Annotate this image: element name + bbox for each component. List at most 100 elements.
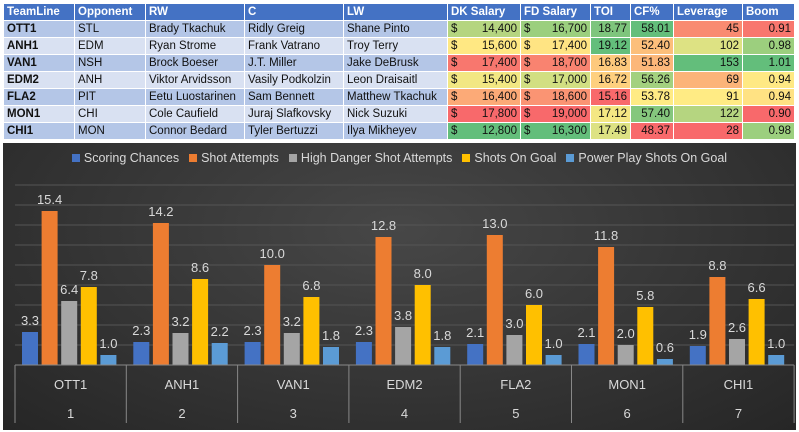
bar[interactable] bbox=[578, 344, 595, 365]
bar[interactable] bbox=[41, 211, 58, 365]
dk-salary-cell[interactable]: $17,800 bbox=[447, 105, 521, 123]
rw-cell[interactable]: Ryan Strome bbox=[145, 37, 245, 55]
teamline-cell[interactable]: CHI1 bbox=[3, 122, 75, 140]
toi-cell[interactable]: 17.12 bbox=[590, 105, 631, 123]
toi-cell[interactable]: 15.16 bbox=[590, 88, 631, 106]
toi-cell[interactable]: 16.83 bbox=[590, 54, 631, 72]
opponent-cell[interactable]: PIT bbox=[74, 88, 146, 106]
rw-cell[interactable]: Cole Caufield bbox=[145, 105, 245, 123]
boom-cell[interactable]: 0.90 bbox=[742, 105, 795, 123]
teamline-cell[interactable]: VAN1 bbox=[3, 54, 75, 72]
bar[interactable] bbox=[467, 344, 484, 365]
bar[interactable] bbox=[80, 287, 97, 365]
bar[interactable] bbox=[729, 339, 745, 365]
opponent-cell[interactable]: CHI bbox=[74, 105, 146, 123]
lw-cell[interactable]: Leon Draisaitl bbox=[343, 71, 448, 89]
dk-salary-cell[interactable]: $15,600 bbox=[447, 37, 521, 55]
bar[interactable] bbox=[656, 359, 673, 365]
teamline-cell[interactable]: MON1 bbox=[3, 105, 75, 123]
cf-cell[interactable]: 58.01 bbox=[630, 20, 674, 38]
column-header[interactable]: LW bbox=[343, 3, 448, 21]
bar[interactable] bbox=[506, 335, 523, 365]
lw-cell[interactable]: Nick Suzuki bbox=[343, 105, 448, 123]
bar[interactable] bbox=[545, 355, 562, 365]
boom-cell[interactable]: 0.91 bbox=[742, 20, 795, 38]
lw-cell[interactable]: Shane Pinto bbox=[343, 20, 448, 38]
toi-cell[interactable]: 16.72 bbox=[590, 71, 631, 89]
bar[interactable] bbox=[689, 346, 706, 365]
c-cell[interactable]: Frank Vatrano bbox=[244, 37, 344, 55]
boom-cell[interactable]: 1.01 bbox=[742, 54, 795, 72]
fd-salary-cell[interactable]: $18,700 bbox=[520, 54, 591, 72]
legend-item[interactable]: Shot Attempts bbox=[189, 151, 279, 165]
boom-cell[interactable]: 0.94 bbox=[742, 71, 795, 89]
teamline-cell[interactable]: EDM2 bbox=[3, 71, 75, 89]
dk-salary-cell[interactable]: $14,400 bbox=[447, 20, 521, 38]
leverage-cell[interactable]: 122 bbox=[673, 105, 743, 123]
fd-salary-cell[interactable]: $17,000 bbox=[520, 71, 591, 89]
fd-salary-cell[interactable]: $16,300 bbox=[520, 122, 591, 140]
boom-cell[interactable]: 0.94 bbox=[742, 88, 795, 106]
lw-cell[interactable]: Jake DeBrusk bbox=[343, 54, 448, 72]
opponent-cell[interactable]: MON bbox=[74, 122, 146, 140]
bar[interactable] bbox=[637, 307, 654, 365]
rw-cell[interactable]: Viktor Arvidsson bbox=[145, 71, 245, 89]
cf-cell[interactable]: 51.83 bbox=[630, 54, 674, 72]
column-header[interactable]: Boom bbox=[742, 3, 795, 21]
column-header[interactable]: Opponent bbox=[74, 3, 146, 21]
toi-cell[interactable]: 18.77 bbox=[590, 20, 631, 38]
legend-item[interactable]: High Danger Shot Attempts bbox=[288, 151, 452, 165]
opponent-cell[interactable]: ANH bbox=[74, 71, 146, 89]
opponent-cell[interactable]: STL bbox=[74, 20, 146, 38]
boom-cell[interactable]: 0.98 bbox=[742, 37, 795, 55]
bar[interactable] bbox=[355, 342, 372, 365]
bar[interactable] bbox=[192, 279, 209, 365]
fd-salary-cell[interactable]: $18,600 bbox=[520, 88, 591, 106]
leverage-cell[interactable]: 28 bbox=[673, 122, 743, 140]
cf-cell[interactable]: 53.78 bbox=[630, 88, 674, 106]
leverage-cell[interactable]: 102 bbox=[673, 37, 743, 55]
cf-cell[interactable]: 57.40 bbox=[630, 105, 674, 123]
column-header[interactable]: FD Salary bbox=[520, 3, 591, 21]
leverage-cell[interactable]: 45 bbox=[673, 20, 743, 38]
c-cell[interactable]: Tyler Bertuzzi bbox=[244, 122, 344, 140]
bar[interactable] bbox=[244, 342, 261, 365]
column-header[interactable]: CF% bbox=[630, 3, 674, 21]
bar[interactable] bbox=[395, 327, 412, 365]
bar[interactable] bbox=[748, 299, 765, 365]
c-cell[interactable]: Juraj Slafkovsky bbox=[244, 105, 344, 123]
bar[interactable] bbox=[434, 347, 451, 365]
dk-salary-cell[interactable]: $16,400 bbox=[447, 88, 521, 106]
leverage-cell[interactable]: 153 bbox=[673, 54, 743, 72]
bar[interactable] bbox=[414, 285, 431, 365]
teamline-cell[interactable]: ANH1 bbox=[3, 37, 75, 55]
bar[interactable] bbox=[100, 355, 117, 365]
column-header[interactable]: Leverage bbox=[673, 3, 743, 21]
bar[interactable] bbox=[323, 347, 339, 365]
dk-salary-cell[interactable]: $12,800 bbox=[447, 122, 521, 140]
rw-cell[interactable]: Brock Boeser bbox=[145, 54, 245, 72]
lw-cell[interactable]: Matthew Tkachuk bbox=[343, 88, 448, 106]
bar[interactable] bbox=[22, 332, 38, 365]
cf-cell[interactable]: 52.40 bbox=[630, 37, 674, 55]
column-header[interactable]: DK Salary bbox=[447, 3, 521, 21]
teamline-cell[interactable]: FLA2 bbox=[3, 88, 75, 106]
lw-cell[interactable]: Ilya Mikheyev bbox=[343, 122, 448, 140]
legend-item[interactable]: Shots On Goal bbox=[462, 151, 556, 165]
legend-item[interactable]: Power Play Shots On Goal bbox=[566, 151, 727, 165]
c-cell[interactable]: Ridly Greig bbox=[244, 20, 344, 38]
bar[interactable] bbox=[283, 333, 300, 365]
rw-cell[interactable]: Connor Bedard bbox=[145, 122, 245, 140]
bar[interactable] bbox=[133, 342, 150, 365]
column-header[interactable]: TOI bbox=[590, 3, 631, 21]
bar[interactable] bbox=[768, 355, 785, 365]
fd-salary-cell[interactable]: $17,400 bbox=[520, 37, 591, 55]
toi-cell[interactable]: 19.12 bbox=[590, 37, 631, 55]
opponent-cell[interactable]: NSH bbox=[74, 54, 146, 72]
c-cell[interactable]: Sam Bennett bbox=[244, 88, 344, 106]
cf-cell[interactable]: 56.26 bbox=[630, 71, 674, 89]
teamline-cell[interactable]: OTT1 bbox=[3, 20, 75, 38]
rw-cell[interactable]: Eetu Luostarinen bbox=[145, 88, 245, 106]
bar[interactable] bbox=[598, 247, 615, 365]
bar[interactable] bbox=[526, 305, 542, 365]
